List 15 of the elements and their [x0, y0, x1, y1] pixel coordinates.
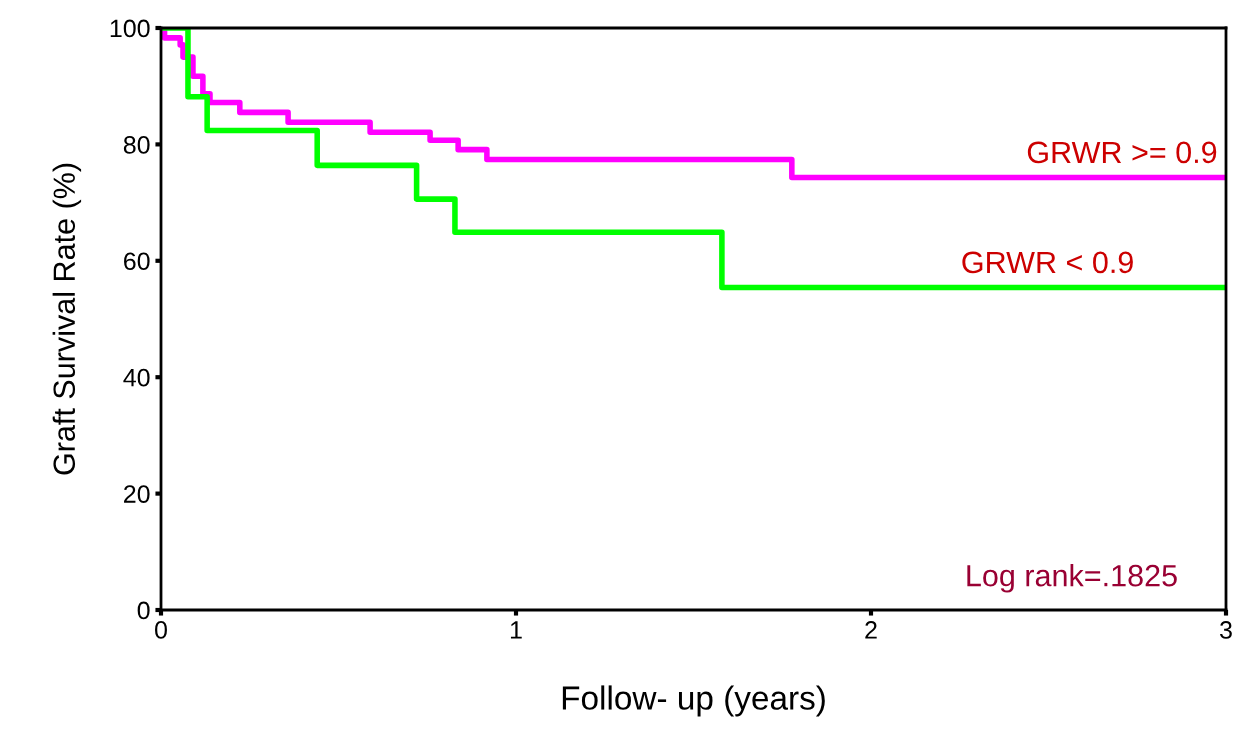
y-tick-label: 20 — [124, 485, 150, 503]
y-tick-label: 40 — [123, 368, 150, 387]
y-tick-label: 60 — [124, 252, 150, 271]
x-tick-label: 3 — [1220, 621, 1232, 639]
series-label: GRWR < 0.9 — [962, 251, 1133, 274]
y-tick-label: 0 — [137, 601, 150, 620]
x-tick-label: 0 — [155, 621, 167, 639]
annotation: Log rank=.1825 — [967, 564, 1177, 593]
x-axis-title: Follow- up (years) — [562, 685, 825, 717]
y-axis-title: Graft Survival Rate (%) — [52, 163, 82, 475]
series-label: GRWR >= 0.9 — [1027, 141, 1217, 164]
y-tick-label: 100 — [110, 19, 150, 38]
y-tick-label: 80 — [123, 136, 150, 154]
x-tick-label: 1 — [510, 621, 522, 639]
x-tick-label: 2 — [865, 621, 877, 639]
